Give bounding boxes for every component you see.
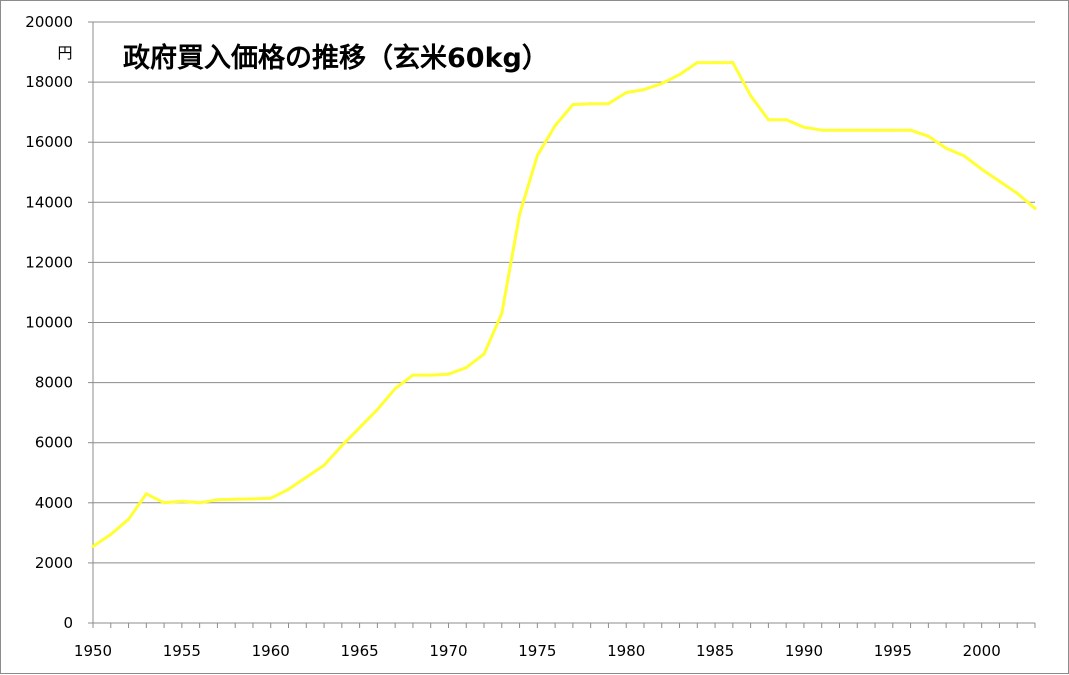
series-line-0: [91, 61, 1037, 548]
data-point: [251, 497, 255, 501]
data-point: [713, 61, 717, 65]
x-tick-label: 1950: [74, 642, 112, 660]
data-point: [802, 125, 806, 129]
data-point: [606, 102, 610, 106]
data-point: [198, 501, 202, 505]
data-point: [731, 61, 735, 65]
x-tick-label: 1990: [785, 642, 823, 660]
data-point: [926, 134, 930, 138]
data-point: [127, 517, 131, 521]
data-point: [571, 103, 575, 107]
data-point: [997, 179, 1001, 183]
x-tick-label: 1980: [607, 642, 645, 660]
data-point: [642, 88, 646, 92]
data-point: [837, 128, 841, 132]
data-point: [269, 496, 273, 500]
data-point: [233, 497, 237, 501]
data-point: [1015, 191, 1019, 195]
data-point: [1033, 206, 1037, 210]
y-tick-label: 6000: [35, 434, 73, 452]
data-point: [624, 91, 628, 95]
x-tick-label: 1955: [163, 642, 201, 660]
data-point: [304, 475, 308, 479]
x-tick-label: 1995: [874, 642, 912, 660]
data-point: [784, 118, 788, 122]
axes: [88, 21, 1036, 628]
y-tick-label: 8000: [35, 374, 73, 392]
x-tick-label: 1965: [341, 642, 379, 660]
data-point: [855, 128, 859, 132]
data-point: [749, 94, 753, 98]
x-tick-label: 2000: [963, 642, 1001, 660]
gridlines: [93, 21, 1035, 564]
x-tick-label: 1985: [696, 642, 734, 660]
data-point: [766, 118, 770, 122]
chart-title: 政府買入価格の推移（玄米60kg）: [123, 42, 549, 74]
data-point: [820, 128, 824, 132]
data-point: [464, 366, 468, 370]
data-point: [144, 492, 148, 496]
data-point: [446, 372, 450, 376]
y-tick-label: 0: [63, 614, 73, 632]
y-unit-label: 円: [57, 44, 72, 62]
data-point: [375, 408, 379, 412]
data-point: [962, 154, 966, 158]
data-point: [91, 544, 95, 548]
data-point: [500, 311, 504, 315]
data-point: [589, 102, 593, 106]
data-point: [482, 352, 486, 356]
data-point: [162, 501, 166, 505]
series-layer: [91, 61, 1037, 548]
data-point: [322, 463, 326, 467]
data-point: [518, 212, 522, 216]
data-point: [678, 73, 682, 77]
data-point: [215, 498, 219, 502]
y-tick-label: 18000: [25, 73, 73, 91]
data-point: [109, 532, 113, 536]
data-point: [873, 128, 877, 132]
x-tick-label: 1975: [518, 642, 556, 660]
y-tick-label: 2000: [35, 554, 73, 572]
data-point: [944, 146, 948, 150]
data-point: [393, 387, 397, 391]
y-tick-label: 10000: [25, 314, 73, 332]
x-tick-label: 1960: [252, 642, 290, 660]
data-point: [660, 82, 664, 86]
data-point: [429, 373, 433, 377]
x-tick-label: 1970: [429, 642, 467, 660]
data-point: [180, 499, 184, 503]
data-point: [411, 373, 415, 377]
y-tick-label: 20000: [25, 13, 73, 31]
y-tick-label: 16000: [25, 133, 73, 151]
y-tick-label: 12000: [25, 253, 73, 271]
data-point: [340, 444, 344, 448]
data-point: [909, 128, 913, 132]
y-tick-label: 14000: [25, 193, 73, 211]
y-tick-label: 4000: [35, 494, 73, 512]
data-point: [980, 167, 984, 171]
data-point: [553, 124, 557, 128]
tick-labels: 0 2000 4000 6000 8000 10000 12000 14000 16000 180…: [25, 13, 1000, 660]
data-point: [695, 61, 699, 65]
data-point: [535, 154, 539, 158]
data-point: [287, 487, 291, 491]
data-point: [358, 426, 362, 430]
data-point: [891, 128, 895, 132]
